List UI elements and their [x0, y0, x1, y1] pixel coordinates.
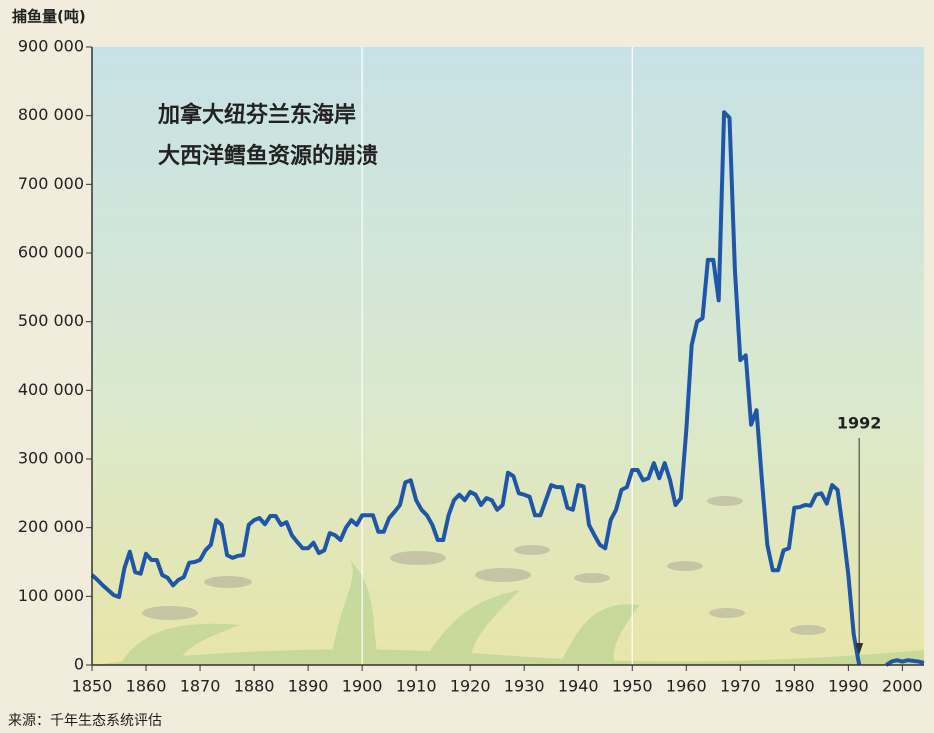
annotation-label: 1992 [837, 414, 882, 433]
x-tick-label: 1940 [558, 677, 599, 696]
x-tick-label: 1930 [504, 677, 545, 696]
x-tick-label: 1890 [288, 677, 329, 696]
y-tick-label: 0 [74, 655, 84, 674]
x-tick-label: 1910 [396, 677, 437, 696]
x-tick-label: 1980 [774, 677, 815, 696]
y-tick-label: 200 000 [18, 517, 84, 536]
x-tick-label: 1850 [72, 677, 113, 696]
y-tick-label: 600 000 [18, 243, 84, 262]
chart-title: 加拿大纽芬兰东海岸 [157, 102, 356, 128]
x-tick-label: 1970 [720, 677, 761, 696]
page: 捕鱼量(吨) 加拿大纽芬兰东海岸 大西洋鳕鱼资源的崩溃 来源：千年生态系统评估 … [0, 0, 934, 733]
x-tick-label: 1950 [612, 677, 653, 696]
x-tick-label: 1990 [828, 677, 869, 696]
x-tick-label: 1900 [342, 677, 383, 696]
chart-title: 大西洋鳕鱼资源的崩溃 [158, 143, 378, 169]
y-tick-label: 900 000 [18, 37, 84, 56]
y-tick-label: 500 000 [18, 311, 84, 330]
y-tick-label: 800 000 [18, 105, 84, 124]
y-tick-label: 700 000 [18, 174, 84, 193]
x-tick-label: 1960 [666, 677, 707, 696]
chart: 捕鱼量(吨) 加拿大纽芬兰东海岸 大西洋鳕鱼资源的崩溃 来源：千年生态系统评估 … [0, 0, 934, 733]
y-tick-label: 400 000 [18, 380, 84, 399]
y-tick-label: 100 000 [18, 586, 84, 605]
x-tick-label: 1860 [126, 677, 167, 696]
source-note: 来源：千年生态系统评估 [8, 713, 162, 729]
y-tick-label: 300 000 [18, 449, 84, 468]
x-tick-label: 1920 [450, 677, 491, 696]
x-tick-label: 2000 [882, 677, 923, 696]
x-tick-label: 1870 [180, 677, 221, 696]
x-tick-label: 1880 [234, 677, 275, 696]
y-axis-title: 捕鱼量(吨) [12, 8, 86, 26]
